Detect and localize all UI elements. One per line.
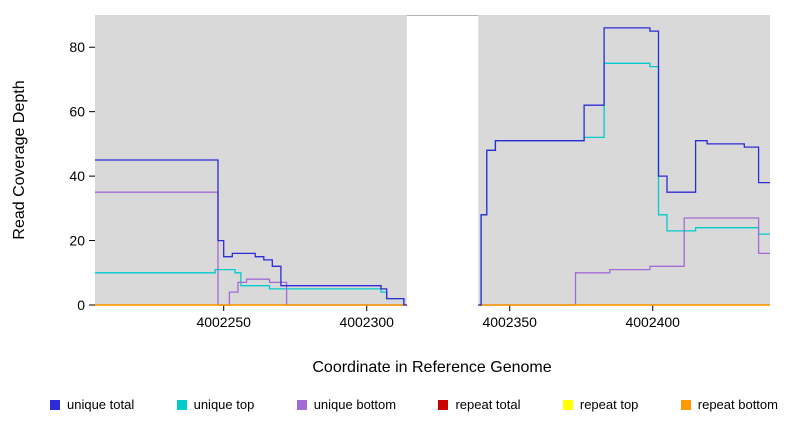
legend-label: repeat top bbox=[579, 397, 639, 412]
series-unique-total bbox=[95, 159, 407, 306]
y-tick-label: 80 bbox=[69, 39, 85, 55]
legend-item-unique-top: unique top bbox=[176, 397, 255, 412]
legend-label: repeat bottom bbox=[697, 397, 778, 412]
legend-item-repeat-bottom: repeat bottom bbox=[680, 397, 778, 412]
y-axis-label: Read Coverage Depth bbox=[11, 80, 28, 239]
legend-swatch-repeat-total bbox=[438, 399, 449, 410]
legend-item-unique-bottom: unique bottom bbox=[296, 397, 397, 412]
legend-swatch-unique-top bbox=[176, 399, 187, 410]
legend: unique total unique top unique bottom repea… bbox=[0, 393, 792, 412]
x-axis-label: Coordinate in Reference Genome bbox=[312, 359, 551, 376]
legend-label: unique total bbox=[67, 397, 135, 412]
series-unique-bottom bbox=[95, 191, 407, 306]
legend-label: unique top bbox=[193, 397, 255, 412]
legend-swatch-repeat-bottom bbox=[680, 399, 691, 410]
x-tick-label: 4002400 bbox=[625, 314, 680, 330]
legend-label: unique bottom bbox=[313, 397, 397, 412]
legend-label: repeat total bbox=[455, 397, 521, 412]
y-tick-label: 0 bbox=[77, 297, 85, 313]
legend-swatch-unique-total bbox=[50, 399, 60, 410]
legend-item-unique-total: unique total bbox=[50, 397, 134, 412]
plot-area: 0 20 40 60 80 4002250 4002300 4002350 4002400 bbox=[69, 15, 770, 330]
masked-region bbox=[406, 15, 479, 305]
coverage-chart: 0 20 40 60 80 4002250 4002300 4002350 4002400 Re… bbox=[11, 15, 770, 376]
x-tick-label: 4002350 bbox=[482, 314, 537, 330]
y-tick-label: 20 bbox=[69, 233, 85, 249]
legend-swatch-unique-bottom bbox=[296, 399, 307, 410]
y-tick-label: 60 bbox=[69, 104, 85, 120]
legend-item-repeat-total: repeat total bbox=[438, 397, 521, 412]
x-tick-label: 4002300 bbox=[339, 314, 394, 330]
y-tick-label: 40 bbox=[69, 168, 85, 184]
legend-item-repeat-top: repeat top bbox=[562, 397, 639, 412]
legend-swatch-repeat-top bbox=[562, 399, 573, 410]
series-unique-total bbox=[478, 27, 770, 306]
x-tick-label: 4002250 bbox=[196, 314, 251, 330]
series-unique-bottom bbox=[478, 217, 770, 306]
